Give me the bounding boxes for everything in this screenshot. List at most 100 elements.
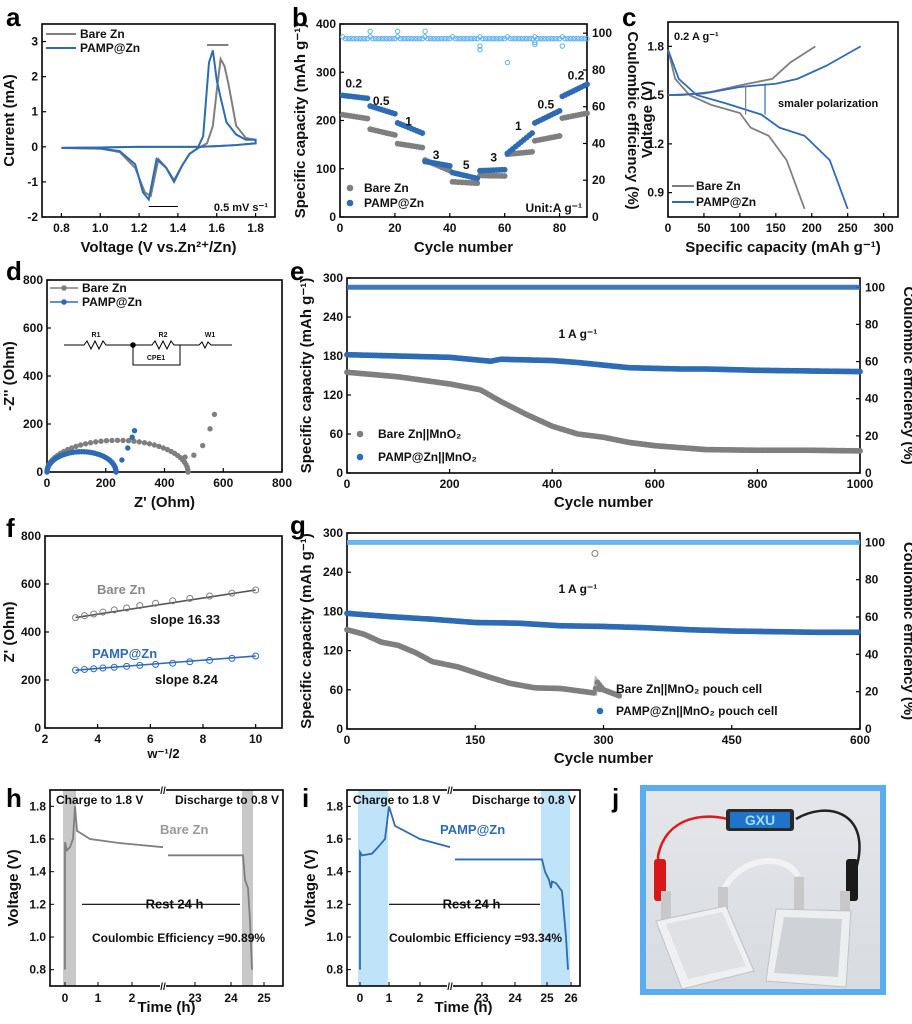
chart-h-axis-break-mark: // — [160, 982, 166, 993]
chart-d-impedance-point — [146, 441, 153, 447]
chart-b-ce-point — [526, 36, 533, 42]
chart-d-legend-marker — [61, 285, 67, 291]
chart-c-xtick-label: 100 — [730, 221, 750, 235]
chart-g-ytick-label: 0 — [865, 722, 872, 736]
chart-g-ytick-label: 120 — [323, 644, 343, 658]
chart-e-ytick-label: 180 — [323, 349, 343, 363]
chart-b-ce-point — [389, 36, 395, 42]
chart-f-data-point — [123, 662, 131, 670]
chart-b-ce-point — [345, 36, 351, 42]
chart-d-ylabel: -Z'' (Ohm) — [1, 341, 18, 411]
chart-b-ce-point — [584, 36, 590, 42]
tab — [718, 887, 728, 915]
chart-i-xtick-label: 24 — [508, 991, 522, 1005]
chart-h-xlabel: Time (h) — [137, 999, 195, 1016]
chart-b-rate-label: 1 — [515, 119, 522, 133]
chart-f-data-point — [228, 589, 236, 597]
chart-b-ce-point — [567, 36, 574, 42]
chart-i-discharge-label: Discharge to 0.8 V — [472, 793, 576, 807]
chart-i-xtick-label: 25 — [540, 991, 554, 1005]
chart-f-xtick-label: 10 — [249, 732, 263, 746]
chart-c-series-line — [667, 49, 849, 210]
tab — [661, 891, 671, 923]
chart-b-rate-label: 0.5 — [537, 97, 554, 111]
chart-g-capacity-trend — [346, 610, 860, 635]
chart-e-ytick-label: 0 — [865, 466, 872, 480]
chart-c-ytick-label: 1.8 — [647, 39, 664, 53]
panel-label-c: c — [622, 2, 637, 32]
panel-label-e: e — [290, 256, 305, 286]
chart-b-capacity-point — [474, 175, 481, 182]
chart-b-ce-point — [353, 36, 360, 42]
chart-b-rate-label: 3 — [490, 151, 497, 165]
chart-b-xtick-label: 40 — [443, 221, 457, 235]
chart-b-ytick-label: 400 — [316, 17, 336, 31]
chart-b-capacity-point — [556, 107, 563, 114]
chart-i-ylabel: Voltage (V) — [302, 849, 319, 926]
chart-f-data-point — [206, 592, 214, 600]
chart-a-xtick-label: 0.8 — [53, 221, 70, 235]
chart-b-ytick-label: 200 — [316, 114, 336, 128]
chart-i-axis-break-mark: // — [447, 982, 453, 993]
chart-b-ce-point — [578, 36, 585, 42]
chart-b-ytick-label: 20 — [592, 173, 606, 187]
chart-f-data-point — [110, 606, 118, 614]
panel-label-h: h — [6, 783, 22, 813]
chart-c-polarization-annotation: smaler polarization — [778, 98, 879, 110]
chart-g-ylabel-right: Coulombic efficiency (%) — [900, 542, 912, 720]
chart-b-ce-point — [466, 36, 472, 42]
chart-f-series-label: Bare Zn — [97, 582, 145, 597]
chart-e-xlabel: Cycle number — [554, 494, 653, 511]
chart-a-xlabel: Voltage (V vs.Zn²⁺/Zn) — [81, 239, 237, 256]
chart-b-ce-point — [471, 36, 478, 42]
chart-i-charge-label: Charge to 1.8 V — [353, 793, 440, 807]
chart-h-axis-break-mark: // — [160, 786, 166, 797]
chart-a-ytick-label: 0 — [31, 140, 38, 154]
chart-e-legend-label: PAMP@Zn||MnO₂ — [378, 450, 477, 464]
chart-b-ce-point — [518, 36, 524, 42]
chart-b-capacity-point — [556, 133, 563, 139]
chart-d-impedance-point — [125, 438, 132, 444]
chart-b-unit-label: Unit:A g⁻¹ — [525, 201, 582, 215]
chart-b-ce-point — [427, 36, 434, 42]
chart-i-charge-region — [358, 790, 388, 986]
chart-g-ytick-label: 180 — [323, 604, 343, 618]
chart-g-capacity-trend — [346, 627, 622, 699]
chart-c-series-line — [667, 49, 806, 210]
led-screen — [730, 812, 790, 828]
chart-b-ce-point — [375, 36, 382, 42]
panel-label-g: g — [290, 510, 306, 540]
chart-f-data-point — [206, 656, 214, 664]
chart-c-ytick-label: 1.5 — [647, 88, 664, 102]
chart-h-xtick-label: 23 — [188, 991, 202, 1005]
chart-d-impedance-point — [93, 439, 99, 445]
chart-f-data-point — [252, 652, 260, 660]
chart-b-ce-outlier — [532, 41, 538, 47]
chart-g-rate-annotation: 1 A g⁻¹ — [558, 582, 597, 596]
chart-b-capacity-point — [364, 115, 371, 122]
chart-g-ytick-label: 60 — [865, 610, 879, 624]
chart-b-ce-point — [444, 36, 450, 42]
chart-d-impedance-point — [113, 469, 119, 475]
chart-b-ytick-label: 100 — [316, 162, 336, 176]
chart-b-capacity-point — [391, 132, 398, 138]
chart-d-impedance-point — [103, 438, 110, 444]
chart-d-ytick-label: 200 — [23, 417, 43, 431]
chart-d-impedance-point — [98, 438, 104, 444]
chart-g-xtick-label: 0 — [344, 733, 351, 747]
chart-b-ce-point — [455, 36, 461, 42]
chart-b-rate-label: 0.2 — [345, 77, 362, 91]
chart-d-circuit-label: W1 — [205, 332, 216, 339]
chart-f-data-point — [169, 597, 177, 605]
chart-b-ce-outlier — [532, 39, 538, 46]
chart-d-circuit-wires — [64, 339, 232, 351]
chart-b-xtick-label: 0 — [337, 221, 344, 235]
chart-h-xtick-label: 1 — [95, 991, 102, 1005]
chart-d-impedance-point — [207, 426, 213, 432]
chart-b-capacity-point — [446, 162, 453, 169]
chart-a-legend-label: PAMP@Zn — [80, 41, 140, 55]
chart-g-xtick-label: 150 — [465, 733, 485, 747]
chart-g-legend-marker — [596, 685, 604, 693]
chart-c-ytick-label: 1.2 — [647, 137, 664, 151]
chart-b-legend-marker — [346, 199, 354, 207]
